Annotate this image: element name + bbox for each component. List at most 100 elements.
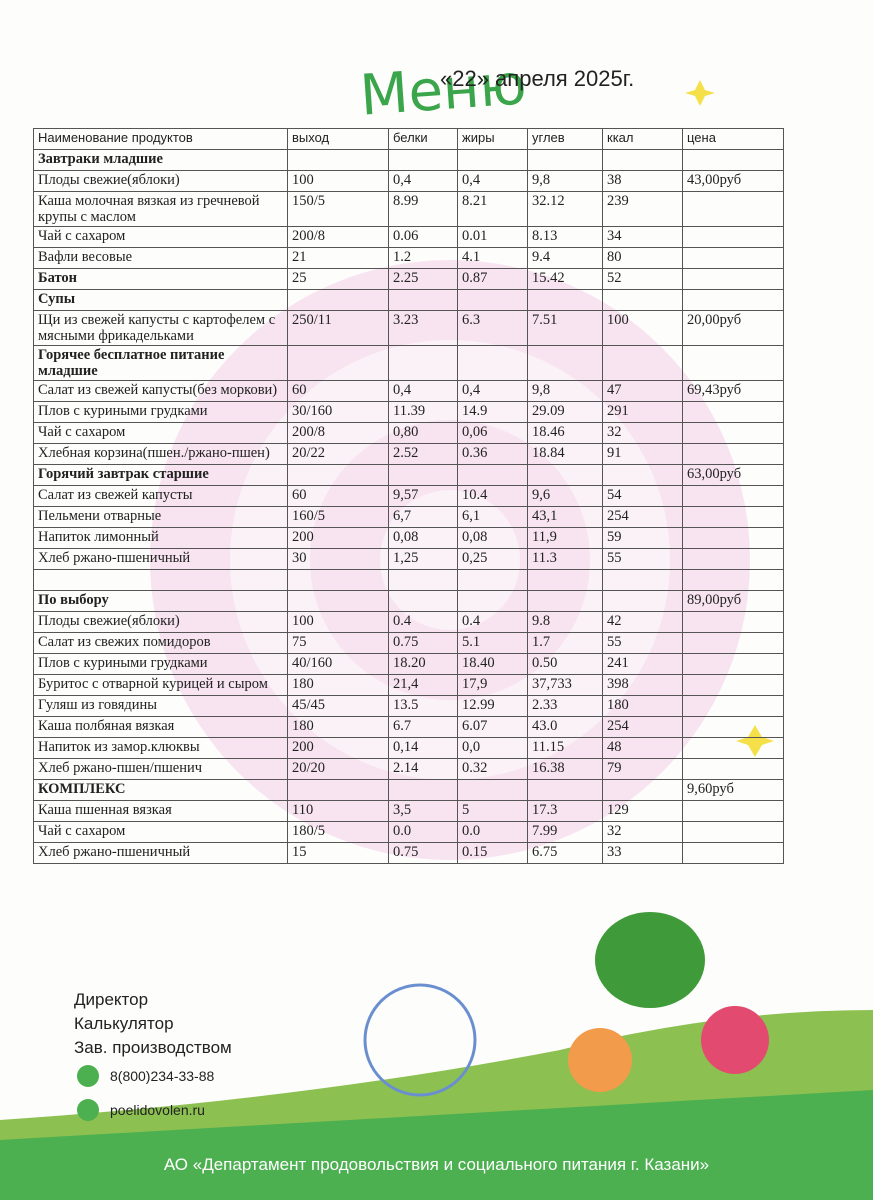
- sparkle: [685, 80, 715, 106]
- cell: [602, 590, 683, 612]
- cell: 6.3: [457, 310, 528, 346]
- cell: Чай с сахаром: [33, 422, 288, 444]
- cell: 2.25: [388, 268, 458, 290]
- menu-table: Наименование продуктов выход белки жиры угле…: [33, 128, 784, 864]
- cell: Плоды свежие(яблоки): [33, 170, 288, 192]
- date: «22» апреля 2025г.: [440, 66, 635, 91]
- cell: 2.14: [388, 758, 458, 780]
- header-row: Наименование продуктов выход белки жиры угле…: [33, 128, 784, 150]
- cell: [527, 590, 603, 612]
- cell: 43,1: [527, 506, 603, 528]
- cell: 180: [287, 716, 389, 738]
- hill: [0, 1090, 873, 1200]
- cell: 43,00руб: [682, 170, 784, 192]
- cell: [682, 695, 784, 717]
- cell: Пельмени отварные: [33, 506, 288, 528]
- cell: КОМПЛЕКС: [33, 779, 288, 801]
- cell: [682, 821, 784, 843]
- cell: [682, 345, 784, 381]
- beet: [701, 1006, 769, 1074]
- cell: 0,4: [457, 170, 528, 192]
- cell: 55: [602, 632, 683, 654]
- cell: 80: [602, 247, 683, 269]
- cell: [457, 345, 528, 381]
- cell: [682, 611, 784, 633]
- table-row: Буритос с отварной курицей и сыром 180 21,…: [33, 674, 784, 696]
- cell: [682, 569, 784, 591]
- table-row: Салат из свежей капусты 60 9,57 10.4 9,6 54: [33, 485, 784, 507]
- cell: 5.1: [457, 632, 528, 654]
- cell: [682, 226, 784, 248]
- cell: 20,00руб: [682, 310, 784, 346]
- cell: Каша полбяная вязкая: [33, 716, 288, 738]
- cell: 33: [602, 842, 683, 864]
- broccoli: [595, 912, 705, 1008]
- cell: 254: [602, 506, 683, 528]
- cell: 0.75: [388, 632, 458, 654]
- cell: 15: [287, 842, 389, 864]
- company: АО «Департамент продовольствия и социаль…: [163, 1155, 710, 1174]
- cell: 9,57: [388, 485, 458, 507]
- cell: 15.42: [527, 268, 603, 290]
- table-row: Вафли весовые 21 1.2 4.1 9.4 80: [33, 247, 784, 269]
- cell: 9,8: [527, 170, 603, 192]
- cell: [602, 779, 683, 801]
- column-header: белки: [388, 128, 458, 150]
- cell: 21,4: [388, 674, 458, 696]
- cell: [682, 737, 784, 759]
- cell: Щи из свежей капусты с картофелем с мясн…: [33, 310, 288, 346]
- cell: 150/5: [287, 191, 389, 227]
- cell: 25: [287, 268, 389, 290]
- cell: 16.38: [527, 758, 603, 780]
- table-row: КОМПЛЕКС 9,60руб: [33, 779, 784, 801]
- table-row: [33, 569, 784, 591]
- cell: [682, 632, 784, 654]
- cell: [287, 345, 389, 381]
- cell: 200/8: [287, 422, 389, 444]
- cell: [602, 569, 683, 591]
- table-row: Плоды свежие(яблоки) 100 0,4 0,4 9,8 38 43,00р…: [33, 170, 784, 192]
- cell: 47: [602, 380, 683, 402]
- cell: 10.4: [457, 485, 528, 507]
- cell: 8.21: [457, 191, 528, 227]
- cell: 0,06: [457, 422, 528, 444]
- table-row: Горячий завтрак старшие 63,00руб: [33, 464, 784, 486]
- cell: [287, 464, 389, 486]
- cell: [682, 247, 784, 269]
- cell: Супы: [33, 289, 288, 311]
- cell: 0,14: [388, 737, 458, 759]
- cell: [602, 149, 683, 171]
- cell: 42: [602, 611, 683, 633]
- table-row: Хлеб ржано-пшеничный 30 1,25 0,25 11.3 55: [33, 548, 784, 570]
- column-header: углев: [527, 128, 603, 150]
- stamp: [363, 983, 477, 1097]
- cell: 0,25: [457, 548, 528, 570]
- cell: [33, 569, 288, 591]
- cell: 43.0: [527, 716, 603, 738]
- cell: 18.46: [527, 422, 603, 444]
- cell: 291: [602, 401, 683, 423]
- cell: 250/11: [287, 310, 389, 346]
- cell: [527, 345, 603, 381]
- cell: [682, 401, 784, 423]
- cell: [682, 527, 784, 549]
- cell: [682, 191, 784, 227]
- cell: [682, 506, 784, 528]
- cell: 0,4: [457, 380, 528, 402]
- cell: 200: [287, 527, 389, 549]
- table-row: Чай с сахаром 200/8 0,80 0,06 18.46 32: [33, 422, 784, 444]
- cell: [682, 485, 784, 507]
- cell: 1,25: [388, 548, 458, 570]
- cell: 37,733: [527, 674, 603, 696]
- cell: 45/45: [287, 695, 389, 717]
- cell: [527, 569, 603, 591]
- cell: 21: [287, 247, 389, 269]
- cell: Плов с куриными грудками: [33, 653, 288, 675]
- cell: 0.4: [457, 611, 528, 633]
- cell: [388, 464, 458, 486]
- cell: 11.3: [527, 548, 603, 570]
- cell: 91: [602, 443, 683, 465]
- cell: 55: [602, 548, 683, 570]
- cell: Буритос с отварной курицей и сыром: [33, 674, 288, 696]
- cell: 0.50: [527, 653, 603, 675]
